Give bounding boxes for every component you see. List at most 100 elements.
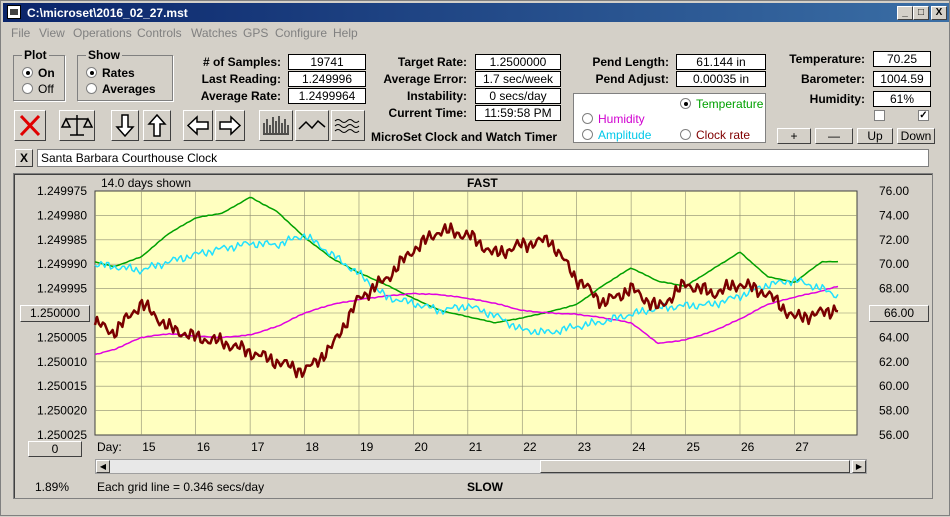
horizontal-scrollbar[interactable]: ◀ ▶: [95, 459, 867, 474]
humidity-label: Humidity:: [809, 92, 865, 106]
maximize-button[interactable]: □: [913, 6, 929, 20]
current-time-label: Current Time:: [388, 106, 467, 120]
pend-length-label: Pend Length:: [592, 55, 669, 69]
arrow-right-icon: [219, 115, 242, 136]
clock-rate-radio-label: Clock rate: [696, 128, 751, 142]
menu-help[interactable]: Help: [333, 26, 358, 40]
show-group: Show Rates Averages: [77, 48, 173, 101]
menu-controls[interactable]: Controls: [137, 26, 182, 40]
wave-icon: [334, 119, 360, 133]
amplitude-radio-label: Amplitude: [598, 128, 652, 142]
wave-graph-button[interactable]: [331, 110, 365, 141]
temperature-radio[interactable]: Temperature: [680, 97, 763, 111]
average-rate-label: Average Rate:: [200, 89, 281, 103]
show-rates-label: Rates: [102, 66, 135, 80]
arrow-up-icon: [147, 113, 167, 137]
average-error-value: 1.7 sec/week: [475, 71, 561, 87]
menu-watches[interactable]: Watches: [191, 26, 238, 40]
arrow-left-button[interactable]: [183, 110, 213, 141]
left-axis-center-button[interactable]: 1.250000: [20, 305, 90, 322]
temperature-value: 70.25: [873, 51, 931, 67]
humidity-value: 61%: [873, 91, 931, 107]
app-name-label: MicroSet Clock and Watch Timer: [371, 130, 558, 144]
arrow-right-button[interactable]: [215, 110, 245, 141]
balance-scale-icon: [60, 115, 94, 136]
temperature-radio-label: Temperature: [696, 97, 764, 111]
plot-on-label: On: [38, 66, 55, 80]
x-axis-label: Day:: [97, 440, 122, 454]
menu-operations[interactable]: Operations: [73, 26, 132, 40]
percent-label: 1.89%: [35, 480, 70, 494]
show-averages-radio[interactable]: Averages: [86, 82, 156, 96]
target-rate-label: Target Rate:: [397, 55, 467, 69]
last-reading-value: 1.249996: [288, 71, 366, 87]
right-axis-center-button[interactable]: 66.00: [869, 305, 929, 322]
arrow-up-button[interactable]: [143, 110, 171, 141]
chart-title: FAST: [467, 176, 498, 190]
app-icon: [7, 5, 21, 19]
red-x-icon: [19, 114, 41, 137]
minimize-button[interactable]: _: [897, 6, 913, 20]
series-select-panel: Temperature Humidity Amplitude Clock rat…: [573, 93, 766, 143]
scroll-thumb[interactable]: [540, 460, 850, 473]
comment-close-button[interactable]: X: [15, 149, 33, 167]
title-bar: C:\microset\2016_02_27.mst _ □ X: [3, 3, 949, 22]
barometer-label: Barometer:: [800, 72, 865, 86]
menu-gps[interactable]: GPS: [243, 26, 269, 40]
plot-on-radio[interactable]: On: [22, 66, 55, 80]
window-title: C:\microset\2016_02_27.mst: [27, 6, 188, 20]
minus-button[interactable]: —: [815, 128, 853, 144]
menu-view[interactable]: View: [39, 26, 65, 40]
humidity-radio[interactable]: Humidity: [582, 112, 645, 126]
last-reading-label: Last Reading:: [201, 72, 281, 86]
menu-configure[interactable]: Configure: [275, 26, 328, 40]
menu-file[interactable]: File: [11, 26, 31, 40]
target-rate-value[interactable]: 1.2500000: [475, 54, 561, 70]
up-button[interactable]: Up: [857, 128, 893, 144]
temperature-label: Temperature:: [789, 52, 865, 66]
average-error-label: Average Error:: [383, 72, 467, 86]
bar-graph-icon: [263, 116, 289, 135]
plot-off-radio[interactable]: Off: [22, 82, 54, 96]
clock-rate-radio[interactable]: Clock rate: [680, 128, 750, 142]
close-button[interactable]: X: [931, 6, 947, 20]
current-time-value: 11:59:58 PM: [475, 105, 561, 121]
pend-adjust-label: Pend Adjust:: [595, 72, 669, 86]
samples-value: 19741: [288, 54, 366, 70]
chart-frame: [13, 173, 933, 499]
instability-label: Instability:: [406, 89, 467, 103]
show-rates-radio[interactable]: Rates: [86, 66, 135, 80]
balance-button[interactable]: [59, 110, 95, 141]
down-button[interactable]: Down: [897, 128, 935, 144]
left-checkbox[interactable]: [874, 110, 885, 121]
average-rate-value: 1.2499964: [288, 88, 366, 104]
show-group-label: Show: [86, 48, 122, 62]
line-graph-button[interactable]: [295, 110, 329, 141]
line-graph-icon: [298, 119, 326, 130]
arrow-left-icon: [186, 115, 209, 136]
scroll-left-arrow[interactable]: ◀: [96, 460, 110, 473]
right-checkbox[interactable]: ✓: [918, 110, 929, 121]
comment-input[interactable]: Santa Barbara Courthouse Clock: [37, 149, 929, 167]
plus-button[interactable]: +: [777, 128, 811, 144]
days-shown-label: 14.0 days shown: [101, 176, 192, 190]
stop-button[interactable]: [14, 110, 46, 141]
plot-off-label: Off: [38, 82, 54, 96]
arrow-down-icon: [115, 114, 135, 138]
instability-value: 0 secs/day: [475, 88, 561, 104]
pend-adjust-value: 0.00035 in: [676, 71, 766, 87]
amplitude-radio[interactable]: Amplitude: [582, 128, 651, 142]
pend-length-value: 61.144 in: [676, 54, 766, 70]
plot-group: Plot On Off: [13, 48, 65, 101]
scroll-right-arrow[interactable]: ▶: [852, 460, 866, 473]
show-averages-label: Averages: [102, 82, 156, 96]
bar-graph-button[interactable]: [259, 110, 293, 141]
plot-group-label: Plot: [22, 48, 49, 62]
arrow-down-button[interactable]: [111, 110, 139, 141]
barometer-value: 1004.59: [873, 71, 931, 87]
menu-bar: File View Operations Controls Watches GP…: [3, 23, 949, 41]
slow-label: SLOW: [467, 480, 503, 494]
zoom-value-button[interactable]: 0: [28, 441, 82, 457]
samples-label: # of Samples:: [202, 55, 281, 69]
